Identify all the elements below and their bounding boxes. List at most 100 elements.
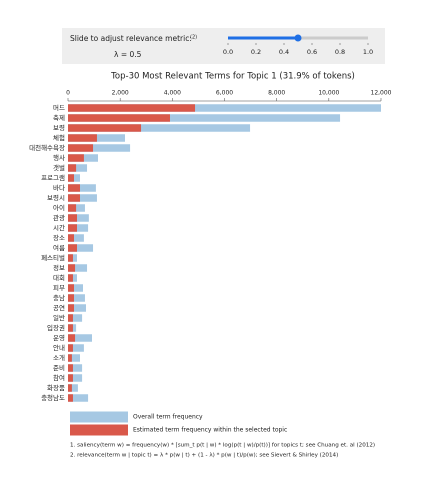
slider-tick-label: 0.2: [251, 48, 261, 56]
bar: [68, 104, 381, 112]
bar: [68, 304, 74, 312]
bar: [68, 214, 77, 222]
category-label: 공연: [53, 304, 65, 312]
legend-label: Estimated term frequency within the sele…: [133, 427, 287, 434]
category-label: 충남: [53, 293, 65, 302]
category-label: 보령: [53, 124, 65, 132]
x-tick-label: 8,000: [268, 90, 285, 97]
bar: [68, 384, 72, 392]
category-label: 프로그램: [41, 174, 65, 182]
bar: [68, 224, 89, 232]
legend-swatch: [70, 424, 128, 436]
category-label: 머드: [53, 103, 65, 112]
bar: [68, 394, 73, 402]
bar: [68, 184, 80, 192]
bar: [68, 234, 84, 242]
x-tick-label: 4,000: [164, 90, 181, 97]
bar: [68, 204, 85, 212]
bar: [68, 254, 73, 262]
bar: [68, 384, 78, 392]
bar: [68, 244, 77, 252]
bar: [68, 364, 73, 372]
bar: [68, 294, 85, 302]
bar: [68, 334, 92, 342]
bar: [68, 164, 88, 172]
category-label: 일반: [53, 313, 65, 322]
bar: [68, 244, 94, 252]
bar: [68, 354, 72, 362]
slider-tick-label: 0.8: [335, 48, 345, 56]
category-label: 대천해수욕장: [29, 143, 65, 152]
bar: [68, 284, 74, 292]
bar: [68, 334, 76, 342]
bar: [68, 134, 97, 142]
x-tick-label: 6,000: [216, 90, 233, 97]
lambda-label: λ = 0.5: [114, 50, 142, 59]
bar: [68, 394, 89, 402]
bar: [68, 144, 131, 152]
category-label: 입장권: [47, 323, 65, 332]
bar: [68, 354, 80, 362]
bar: [68, 294, 74, 302]
footnote: 2. relevance(term w | topic t) = λ * p(w…: [70, 453, 338, 459]
bar: [68, 124, 142, 132]
bar: [68, 114, 170, 122]
bar: [68, 304, 86, 312]
bar: [68, 344, 73, 352]
bar: [68, 324, 73, 332]
category-label: 운영: [53, 333, 65, 342]
category-label: 시간: [53, 223, 65, 232]
bar: [68, 164, 77, 172]
category-label: 충청남도: [41, 393, 65, 402]
bar: [68, 124, 251, 132]
bar: [68, 264, 76, 272]
category-label: 페스티벌: [41, 253, 65, 262]
bar: [68, 144, 94, 152]
bar: [68, 194, 97, 202]
slider-label: Slide to adjust relevance metric:: [70, 34, 192, 43]
bar: [68, 194, 80, 202]
category-label: 보령시: [47, 194, 65, 202]
x-tick-label: 12,000: [371, 90, 392, 97]
slider-knob[interactable]: [294, 34, 302, 42]
bar: [68, 214, 89, 222]
category-label: 정보: [53, 263, 65, 272]
category-label: 장소: [53, 233, 65, 242]
x-tick-label: 10,000: [318, 90, 339, 97]
bar: [68, 174, 74, 182]
bar: [68, 104, 196, 112]
bar: [68, 374, 83, 382]
chart-title: Top-30 Most Relevant Terms for Topic 1 (…: [110, 72, 355, 82]
category-label: 축제: [53, 113, 65, 122]
category-label: 안내: [53, 343, 65, 352]
category-label: 갯벌: [53, 163, 65, 172]
x-tick-label: 2,000: [112, 90, 129, 97]
bar: [68, 374, 73, 382]
bar: [68, 114, 341, 122]
footnote: 1. saliency(term w) = frequency(w) * [su…: [70, 443, 375, 449]
bar: [68, 284, 83, 292]
category-label: 행사: [53, 153, 65, 162]
category-label: 화장품: [47, 383, 65, 392]
category-label: 관광: [53, 213, 65, 222]
bar: [68, 184, 96, 192]
x-tick-label: 0: [66, 90, 70, 97]
slider-tick-label: 0.6: [307, 48, 317, 56]
bar: [68, 224, 77, 232]
bar: [68, 264, 88, 272]
category-label: 아이: [53, 203, 65, 212]
bar: [68, 234, 74, 242]
bar: [68, 314, 73, 322]
category-label: 준비: [53, 363, 65, 372]
category-label: 대회: [53, 274, 65, 282]
legend-label: Overall term frequency: [133, 414, 203, 421]
category-label: 여름: [53, 243, 65, 252]
bar: [68, 344, 84, 352]
bar: [68, 364, 83, 372]
category-label: 피부: [53, 283, 65, 292]
bar: [68, 204, 77, 212]
category-label: 체험: [53, 134, 65, 142]
bar: [68, 314, 83, 322]
category-label: 참여: [53, 373, 65, 382]
